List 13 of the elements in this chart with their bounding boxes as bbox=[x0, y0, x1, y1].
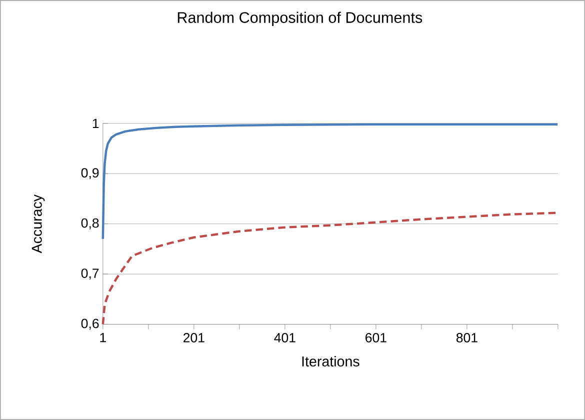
x-tick-label: 401 bbox=[274, 333, 296, 342]
y-tick-label: 0,7 bbox=[81, 268, 99, 280]
x-tick-label: 1 bbox=[100, 333, 106, 342]
y-tick-label: 0,9 bbox=[81, 168, 99, 180]
y-tick-label: 0,8 bbox=[81, 218, 99, 230]
x-tick-label: 601 bbox=[366, 333, 386, 342]
y-tick-label: 1 bbox=[92, 118, 99, 128]
chart-title: Random Composition of Documents bbox=[178, 12, 422, 26]
y-tick-label: 0,6 bbox=[81, 318, 99, 330]
x-tick-label: 801 bbox=[456, 333, 478, 342]
x-tick-label: 201 bbox=[184, 333, 204, 342]
x-axis-title: Iterations bbox=[302, 356, 360, 367]
y-axis-title: Accuracy bbox=[32, 194, 45, 254]
